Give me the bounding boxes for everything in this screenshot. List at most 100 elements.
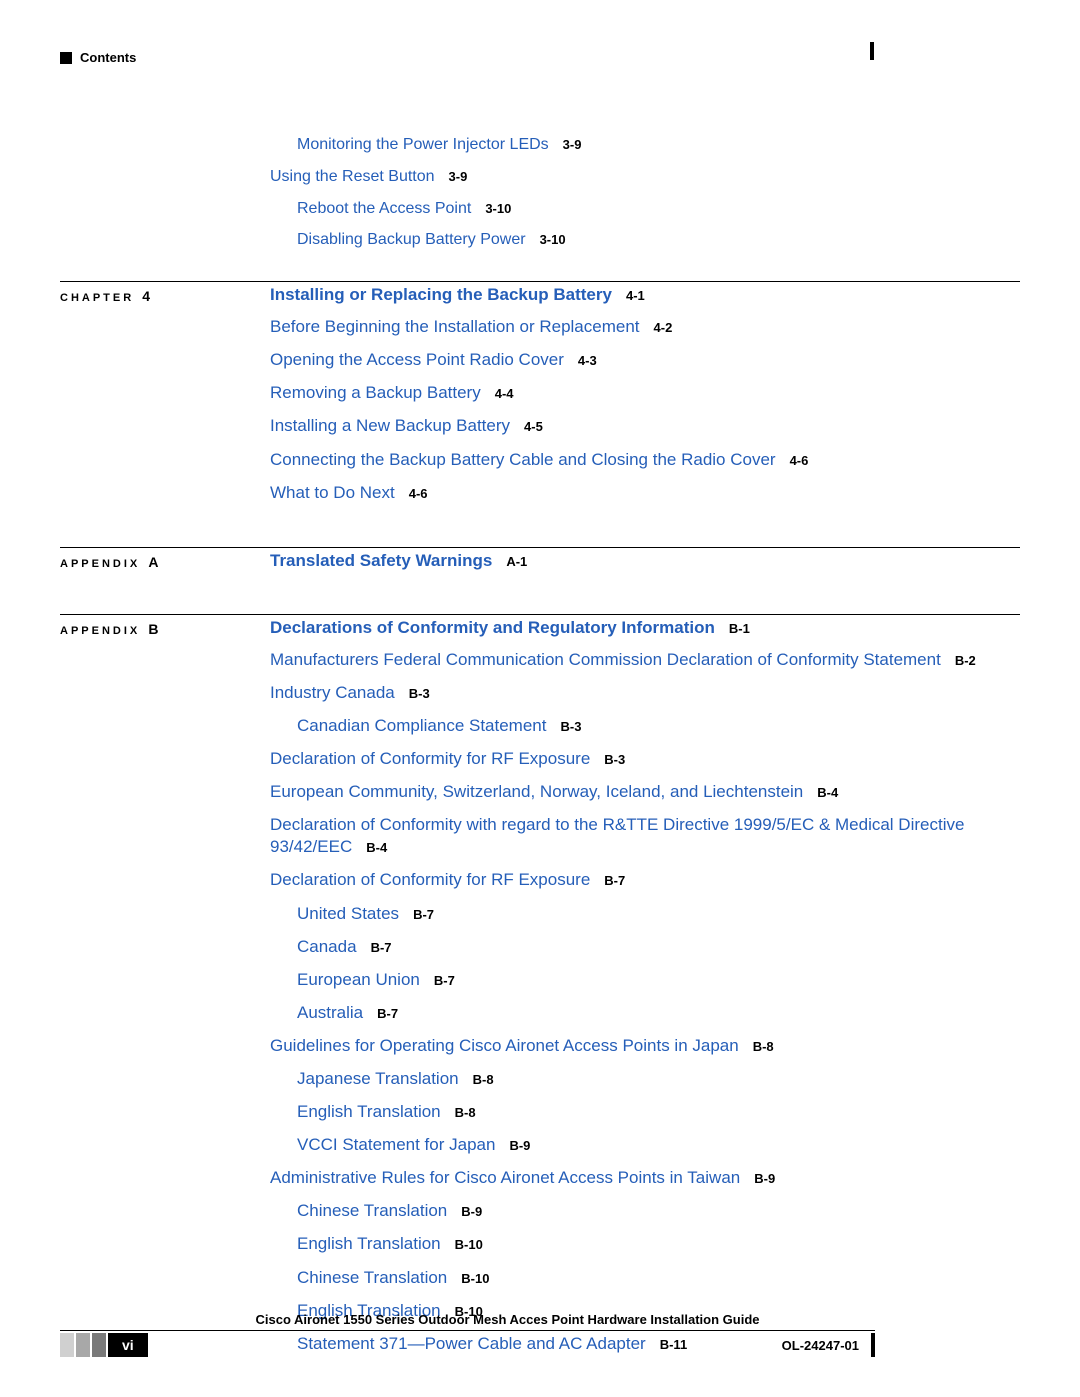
footer-doc-id: OL-24247-01 <box>782 1333 865 1357</box>
toc-entry-text: Using the Reset Button <box>270 168 435 185</box>
toc-entry[interactable]: Canada B-7 <box>297 936 1020 958</box>
toc-entry-page: B-10 <box>461 1271 489 1286</box>
page: Contents Monitoring the Power Injector L… <box>0 0 1080 1397</box>
toc-entry-page: B-9 <box>461 1204 482 1219</box>
toc-entry[interactable]: Before Beginning the Installation or Rep… <box>270 316 1020 338</box>
toc-entry[interactable]: Installing a New Backup Battery 4-5 <box>270 415 1020 437</box>
toc-entry[interactable]: Declaration of Conformity with regard to… <box>270 814 1020 858</box>
toc-entry[interactable]: Industry CanadaB-3 <box>270 682 1020 704</box>
toc-entry-page: B-9 <box>509 1138 530 1153</box>
toc-entry-text: What to Do Next <box>270 483 395 502</box>
toc-entry-page: B-7 <box>413 907 434 922</box>
section-label: CHAPTER 4 <box>60 281 270 304</box>
toc-entry[interactable]: Disabling Backup Battery Power 3-10 <box>297 230 1020 251</box>
toc-entry-text: Before Beginning the Installation or Rep… <box>270 317 640 336</box>
toc-entry-text: Chinese Translation <box>297 1268 447 1287</box>
toc-entry[interactable]: Australia B-7 <box>297 1002 1020 1024</box>
toc-entry-text: Reboot the Access Point <box>297 200 471 217</box>
toc-entry[interactable]: Guidelines for Operating Cisco Aironet A… <box>270 1035 1020 1057</box>
toc-entry-page: B-3 <box>604 752 625 767</box>
footer-bar: vi OL-24247-01 <box>60 1333 875 1357</box>
header-title: Contents <box>80 50 136 65</box>
section-label: APPENDIX A <box>60 547 270 570</box>
toc-entry[interactable]: Removing a Backup Battery 4-4 <box>270 382 1020 404</box>
toc-entry[interactable]: Declaration of Conformity for RF Exposur… <box>270 869 1020 891</box>
toc-entry-text: Chinese Translation <box>297 1201 447 1220</box>
toc-entry-page: 4-6 <box>409 486 428 501</box>
section-content: Installing or Replacing the Backup Batte… <box>270 281 1020 515</box>
toc-entry-text: English Translation <box>297 1234 441 1253</box>
toc-entry[interactable]: Japanese Translation B-8 <box>297 1068 1020 1090</box>
toc-prelude: Monitoring the Power Injector LEDs3-9Usi… <box>270 135 1020 251</box>
toc-entry[interactable]: VCCI Statement for Japan B-9 <box>297 1134 1020 1156</box>
footer-step-decoration <box>60 1333 108 1357</box>
toc-entry-page: 3-10 <box>540 232 566 247</box>
toc-entry-text: Japanese Translation <box>297 1069 459 1088</box>
section-title[interactable]: Installing or Replacing the Backup Batte… <box>270 285 1020 305</box>
toc-entry-text: Installing a New Backup Battery <box>270 416 510 435</box>
table-of-contents: Monitoring the Power Injector LEDs3-9Usi… <box>60 135 1020 1366</box>
toc-entry[interactable]: Using the Reset Button 3-9 <box>270 167 1020 188</box>
toc-entry-page: B-2 <box>955 653 976 668</box>
toc-entry-page: 3-10 <box>485 201 511 216</box>
toc-entry-text: Manufacturers Federal Communication Comm… <box>270 650 941 669</box>
toc-entry[interactable]: European Community, Switzerland, Norway,… <box>270 781 1020 803</box>
toc-entry[interactable]: Canadian Compliance Statement B-3 <box>297 715 1020 737</box>
toc-entry-text: Canada <box>297 937 357 956</box>
toc-entry-text: Administrative Rules for Cisco Aironet A… <box>270 1168 740 1187</box>
toc-entry[interactable]: European UnionB-7 <box>297 969 1020 991</box>
toc-entry[interactable]: Reboot the Access Point 3-10 <box>297 199 1020 220</box>
toc-entry[interactable]: Declaration of Conformity for RF Exposur… <box>270 748 1020 770</box>
crop-mark <box>870 42 874 60</box>
toc-entry[interactable]: Chinese Translation B-9 <box>297 1200 1020 1222</box>
footer-guide-title: Cisco Aironet 1550 Series Outdoor Mesh A… <box>60 1312 875 1331</box>
toc-entry-page: 3-9 <box>449 169 468 184</box>
footer-end-mark-icon <box>871 1333 875 1357</box>
toc-entry-page: B-7 <box>377 1006 398 1021</box>
section-title[interactable]: Translated Safety WarningsA-1 <box>270 551 1020 571</box>
toc-entry-text: United States <box>297 904 399 923</box>
toc-entry[interactable]: Monitoring the Power Injector LEDs3-9 <box>297 135 1020 156</box>
toc-section: APPENDIX ATranslated Safety WarningsA-1 <box>60 547 1020 582</box>
toc-entry[interactable]: What to Do Next 4-6 <box>270 482 1020 504</box>
toc-entry-page: B-7 <box>371 940 392 955</box>
toc-entry-text: VCCI Statement for Japan <box>297 1135 495 1154</box>
toc-entry-text: Connecting the Backup Battery Cable and … <box>270 450 776 469</box>
toc-entry-text: Declaration of Conformity for RF Exposur… <box>270 870 590 889</box>
toc-entry-page: B-7 <box>604 873 625 888</box>
toc-entry-page: B-9 <box>754 1171 775 1186</box>
toc-entry-text: Monitoring the Power Injector LEDs <box>297 136 549 153</box>
toc-entry-page: 4-4 <box>495 386 514 401</box>
footer: Cisco Aironet 1550 Series Outdoor Mesh A… <box>60 1312 875 1357</box>
toc-entry-text: Opening the Access Point Radio Cover <box>270 350 564 369</box>
toc-sections: CHAPTER 4Installing or Replacing the Bac… <box>60 281 1020 1366</box>
toc-entry-text: Australia <box>297 1003 363 1022</box>
toc-entry[interactable]: English TranslationB-10 <box>297 1233 1020 1255</box>
toc-entry-text: Canadian Compliance Statement <box>297 716 546 735</box>
toc-entry-text: Disabling Backup Battery Power <box>297 231 526 248</box>
toc-entry-page: 4-5 <box>524 419 543 434</box>
toc-section: CHAPTER 4Installing or Replacing the Bac… <box>60 281 1020 515</box>
section-content: Translated Safety WarningsA-1 <box>270 547 1020 582</box>
toc-entry-text: Guidelines for Operating Cisco Aironet A… <box>270 1036 739 1055</box>
toc-entry-page: B-3 <box>560 719 581 734</box>
step-icon <box>76 1333 90 1357</box>
step-icon <box>92 1333 106 1357</box>
toc-entry-text: Removing a Backup Battery <box>270 383 481 402</box>
toc-entry[interactable]: English TranslationB-8 <box>297 1101 1020 1123</box>
toc-entry-text: Declaration of Conformity for RF Exposur… <box>270 749 590 768</box>
toc-entry-page: 4-2 <box>654 320 673 335</box>
toc-entry[interactable]: Administrative Rules for Cisco Aironet A… <box>270 1167 1020 1189</box>
toc-entry[interactable]: Opening the Access Point Radio Cover4-3 <box>270 349 1020 371</box>
toc-entry-page: B-8 <box>473 1072 494 1087</box>
toc-entry[interactable]: Manufacturers Federal Communication Comm… <box>270 649 1020 671</box>
toc-entry-text: European Union <box>297 970 420 989</box>
toc-entry-page: B-8 <box>455 1105 476 1120</box>
toc-section: APPENDIX BDeclarations of Conformity and… <box>60 614 1020 1366</box>
toc-entry[interactable]: United States B-7 <box>297 903 1020 925</box>
toc-entry[interactable]: Connecting the Backup Battery Cable and … <box>270 449 1020 471</box>
toc-entry-page: B-4 <box>366 840 387 855</box>
section-title[interactable]: Declarations of Conformity and Regulator… <box>270 618 1020 638</box>
toc-entry[interactable]: Chinese Translation B-10 <box>297 1267 1020 1289</box>
toc-entry-page: B-4 <box>817 785 838 800</box>
